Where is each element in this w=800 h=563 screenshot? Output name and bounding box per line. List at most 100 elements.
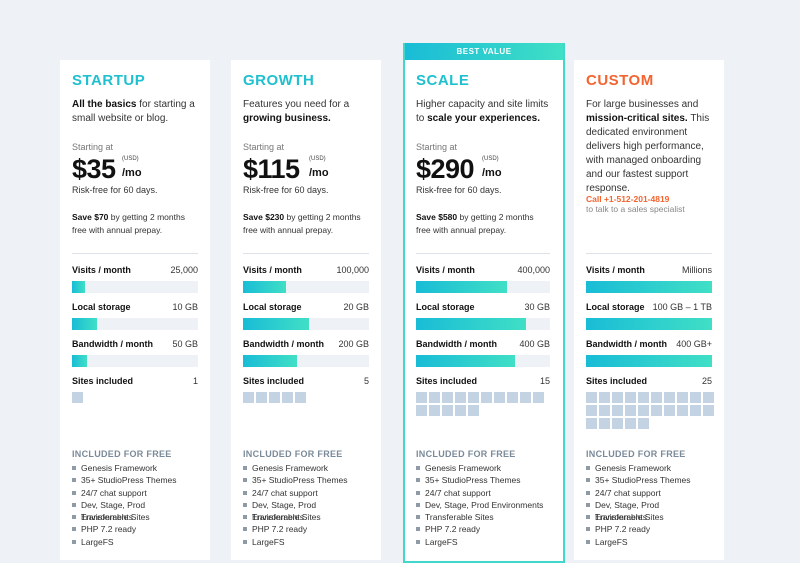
included-item: Transferable Sites xyxy=(416,511,550,523)
visits-bar xyxy=(243,281,369,293)
included-item: Dev, Stage, Prod Environments xyxy=(243,499,369,522)
site-square xyxy=(442,405,453,416)
price: $290 (USD) /mo xyxy=(416,153,550,185)
site-square xyxy=(494,392,505,403)
site-square xyxy=(468,405,479,416)
site-square xyxy=(455,392,466,403)
sites-squares xyxy=(243,392,383,403)
site-square xyxy=(282,392,293,403)
plan-description: Higher capacity and site limits to scale… xyxy=(416,99,549,124)
bar-fill xyxy=(72,281,85,293)
metric-sites: Sites included 15 xyxy=(416,376,550,416)
sites-squares xyxy=(586,392,726,429)
site-square xyxy=(703,405,714,416)
site-square xyxy=(638,392,649,403)
sites-squares xyxy=(416,392,556,416)
site-square xyxy=(638,405,649,416)
bar-fill xyxy=(243,318,309,330)
site-square xyxy=(677,405,688,416)
site-square xyxy=(429,392,440,403)
site-square xyxy=(586,405,597,416)
metric-storage: Local storage 30 GB xyxy=(416,302,550,330)
site-square xyxy=(520,392,531,403)
bar-fill xyxy=(586,281,712,293)
divider xyxy=(243,253,369,254)
included-item: 35+ StudioPress Themes xyxy=(416,474,550,486)
visits-bar xyxy=(586,281,712,293)
site-square xyxy=(429,405,440,416)
site-square xyxy=(599,405,610,416)
bandwidth-bar xyxy=(72,355,198,367)
starting-at-label: Starting at xyxy=(416,142,458,152)
included-item: Transferable Sites xyxy=(72,511,198,523)
included-item: 24/7 chat support xyxy=(72,487,198,499)
included-item: Dev, Stage, Prod Environments xyxy=(586,499,712,522)
best-value-badge: BEST VALUE xyxy=(405,43,563,60)
bar-fill xyxy=(416,318,526,330)
visits-bar xyxy=(72,281,198,293)
plan-description: All the basics for starting a small webs… xyxy=(72,99,195,124)
included-title: INCLUDED FOR FREE xyxy=(586,449,686,459)
storage-bar xyxy=(243,318,369,330)
divider xyxy=(586,253,712,254)
sales-contact: Call +1-512-201-4819 to talk to a sales … xyxy=(586,194,712,214)
per-month-label: /mo xyxy=(122,167,142,179)
annual-savings-note: Save $230 by getting 2 months free with … xyxy=(243,212,361,235)
site-square xyxy=(625,418,636,429)
included-title: INCLUDED FOR FREE xyxy=(243,449,343,459)
included-list: Genesis Framework 35+ StudioPress Themes… xyxy=(72,462,198,548)
bandwidth-bar xyxy=(243,355,369,367)
site-square xyxy=(651,405,662,416)
price-value: $35 xyxy=(72,154,116,184)
plan-card-growth: GROWTH Features you need for a growing b… xyxy=(231,60,381,560)
annual-savings-note: Save $70 by getting 2 months free with a… xyxy=(72,212,185,235)
site-square xyxy=(507,392,518,403)
included-item: LargeFS xyxy=(586,536,712,548)
site-square xyxy=(651,392,662,403)
metric-bandwidth: Bandwidth / month 400 GB+ xyxy=(586,339,712,367)
metric-storage: Local storage 20 GB xyxy=(243,302,369,330)
included-title: INCLUDED FOR FREE xyxy=(416,449,516,459)
currency-label: (USD) xyxy=(482,156,499,162)
plan-card-custom: CUSTOM For large businesses and mission-… xyxy=(574,60,724,560)
bar-fill xyxy=(243,281,286,293)
included-item: PHP 7.2 ready xyxy=(243,523,369,535)
price: $115 (USD) /mo xyxy=(243,153,369,185)
site-square xyxy=(625,392,636,403)
included-item: Transferable Sites xyxy=(243,511,369,523)
bandwidth-bar xyxy=(586,355,712,367)
price-value: $115 xyxy=(243,154,300,184)
per-month-label: /mo xyxy=(482,167,502,179)
storage-bar xyxy=(586,318,712,330)
bar-fill xyxy=(586,318,712,330)
metric-sites: Sites included 1 xyxy=(72,376,198,403)
included-item: Dev, Stage, Prod Environments xyxy=(416,499,550,511)
included-item: PHP 7.2 ready xyxy=(72,523,198,535)
plan-name: STARTUP xyxy=(72,72,146,89)
site-square xyxy=(664,392,675,403)
included-item: 24/7 chat support xyxy=(416,487,550,499)
annual-savings-note: Save $580 by getting 2 months free with … xyxy=(416,212,534,235)
included-item: PHP 7.2 ready xyxy=(416,523,550,535)
site-square xyxy=(295,392,306,403)
risk-free-note: Risk-free for 60 days. xyxy=(72,185,158,195)
site-square xyxy=(455,405,466,416)
site-square xyxy=(256,392,267,403)
price: $35 (USD) /mo xyxy=(72,153,198,185)
site-square xyxy=(599,392,610,403)
site-square xyxy=(72,392,83,403)
phone-link[interactable]: Call +1-512-201-4819 xyxy=(586,194,670,204)
per-month-label: /mo xyxy=(309,167,329,179)
site-square xyxy=(677,392,688,403)
site-square xyxy=(586,392,597,403)
site-square xyxy=(664,405,675,416)
plan-name: SCALE xyxy=(416,72,470,89)
site-square xyxy=(442,392,453,403)
site-square xyxy=(269,392,280,403)
metric-storage: Local storage 100 GB – 1 TB xyxy=(586,302,712,330)
plan-description: Features you need for a growing business… xyxy=(243,99,350,124)
included-item: LargeFS xyxy=(416,536,550,548)
sites-squares xyxy=(72,392,212,403)
included-item: Genesis Framework xyxy=(586,462,712,474)
currency-label: (USD) xyxy=(309,156,326,162)
